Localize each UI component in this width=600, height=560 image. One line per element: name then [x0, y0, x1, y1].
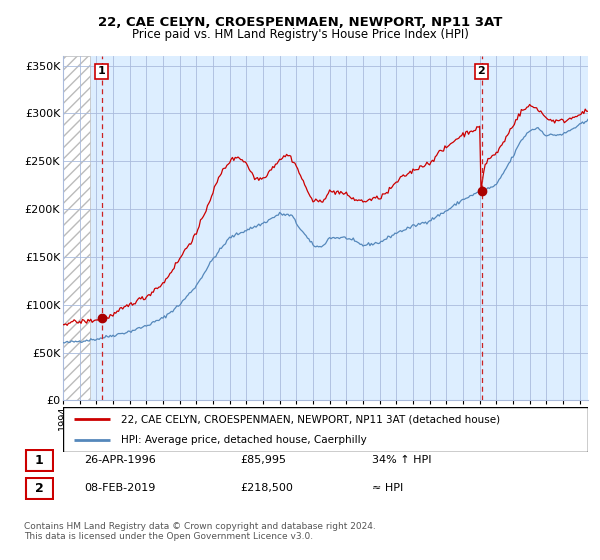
Text: 34% ↑ HPI: 34% ↑ HPI [372, 455, 431, 465]
Text: HPI: Average price, detached house, Caerphilly: HPI: Average price, detached house, Caer… [121, 435, 367, 445]
Text: Price paid vs. HM Land Registry's House Price Index (HPI): Price paid vs. HM Land Registry's House … [131, 28, 469, 41]
Text: 26-APR-1996: 26-APR-1996 [84, 455, 156, 465]
Bar [63, 56, 89, 400]
Text: ≈ HPI: ≈ HPI [372, 483, 403, 493]
Text: £218,500: £218,500 [240, 483, 293, 493]
Text: £85,995: £85,995 [240, 455, 286, 465]
Text: 2: 2 [35, 482, 43, 495]
Text: 2: 2 [478, 67, 485, 77]
Text: 1: 1 [98, 67, 106, 77]
Text: Contains HM Land Registry data © Crown copyright and database right 2024.
This d: Contains HM Land Registry data © Crown c… [24, 522, 376, 542]
Text: 22, CAE CELYN, CROESPENMAEN, NEWPORT, NP11 3AT (detached house): 22, CAE CELYN, CROESPENMAEN, NEWPORT, NP… [121, 414, 500, 424]
Text: 1: 1 [35, 454, 43, 467]
Text: 22, CAE CELYN, CROESPENMAEN, NEWPORT, NP11 3AT: 22, CAE CELYN, CROESPENMAEN, NEWPORT, NP… [98, 16, 502, 29]
Text: 08-FEB-2019: 08-FEB-2019 [84, 483, 155, 493]
